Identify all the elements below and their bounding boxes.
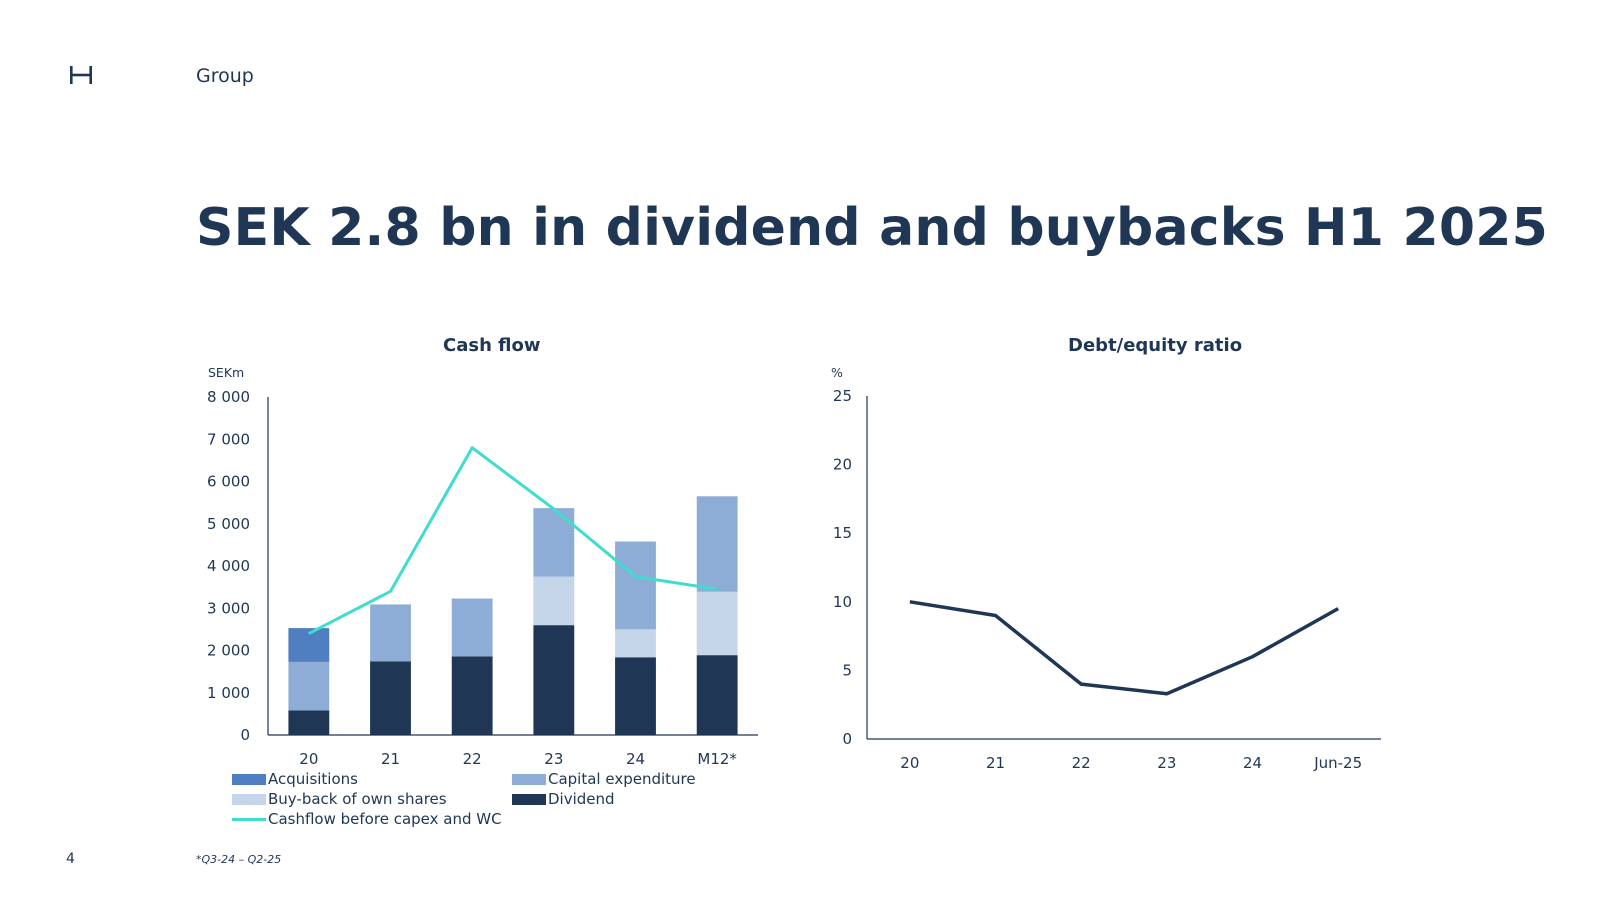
debt-equity-line-series	[909, 600, 1340, 696]
x-tick-label: 24	[626, 750, 645, 768]
legend-swatch-capex	[512, 773, 546, 785]
x-tick-label: 23	[1157, 754, 1176, 772]
legend-item-buyback: Buy-back of own shares	[232, 790, 447, 808]
y-tick-label: 15	[833, 524, 852, 542]
bar-segment	[370, 661, 411, 735]
y-tick-label: 6 000	[207, 473, 250, 491]
footnote: *Q3-24 – Q2-25	[196, 853, 282, 866]
debt-equity-chart-title: Debt/equity ratio	[1068, 335, 1243, 356]
cashflow-line-series	[308, 446, 718, 635]
x-tick-label: 21	[986, 754, 1005, 772]
x-tick-label: 22	[1072, 754, 1091, 772]
legend-label-capex: Capital expenditure	[548, 770, 696, 788]
bar-segment	[696, 591, 738, 656]
bar-segment	[696, 496, 738, 592]
bar-segment	[288, 628, 330, 662]
y-tick-label: 2 000	[207, 642, 250, 660]
debt-equity-unit-label: %	[831, 365, 843, 380]
y-tick-label: 0	[240, 726, 250, 744]
x-tick-label: 21	[381, 750, 400, 768]
slide-title: SEK 2.8 bn in dividend and buybacks H1 2…	[196, 198, 1548, 258]
y-tick-label: 8 000	[207, 388, 250, 406]
cashflow-unit-label: SEKm	[208, 365, 245, 380]
legend-item-capex: Capital expenditure	[512, 770, 696, 788]
legend-label-dividend: Dividend	[548, 790, 615, 808]
legend-swatch-cashflow-line	[232, 817, 266, 821]
bar-segment	[288, 661, 330, 711]
section-label: Group	[196, 65, 254, 87]
y-tick-label: 1 000	[207, 684, 250, 702]
legend-swatch-acquisitions	[232, 773, 266, 785]
legend-label-cashflow-line: Cashflow before capex and WC	[268, 810, 502, 828]
y-tick-label: 7 000	[207, 430, 250, 448]
legend-item-dividend: Dividend	[512, 790, 615, 808]
y-tick-label: 5	[842, 661, 852, 679]
bar-segment	[696, 655, 738, 735]
y-tick-label: 25	[833, 387, 852, 405]
bar-segment	[451, 598, 493, 657]
bar-segment	[370, 604, 411, 662]
legend-swatch-dividend	[512, 793, 546, 805]
x-tick-label: 22	[463, 750, 482, 768]
legend-item-acquisitions: Acquisitions	[232, 770, 358, 788]
legend-label-buyback: Buy-back of own shares	[268, 790, 447, 808]
y-tick-label: 10	[833, 593, 852, 611]
bar-segment	[451, 656, 493, 735]
bar-segment	[615, 657, 656, 735]
x-tick-label: Jun-25	[1313, 754, 1362, 772]
x-tick-label: 24	[1243, 754, 1262, 772]
y-tick-label: 3 000	[207, 599, 250, 617]
bar-segment	[288, 710, 330, 735]
y-tick-label: 0	[842, 730, 852, 748]
bar-segment	[533, 576, 575, 626]
bar-segment	[615, 541, 656, 630]
x-tick-label: 23	[544, 750, 563, 768]
y-tick-label: 5 000	[207, 515, 250, 533]
legend-item-cashflow-line: Cashflow before capex and WC	[232, 810, 502, 828]
y-tick-label: 4 000	[207, 557, 250, 575]
bar-segment	[533, 625, 575, 735]
legend-swatch-buyback	[232, 793, 266, 805]
bar-segment	[615, 629, 656, 658]
cashflow-chart-title: Cash flow	[443, 335, 541, 356]
y-tick-label: 20	[833, 456, 852, 474]
x-tick-label: 20	[299, 750, 318, 768]
company-logo-icon	[70, 66, 92, 84]
page-number: 4	[66, 851, 75, 867]
legend-label-acquisitions: Acquisitions	[268, 770, 358, 788]
x-tick-label: M12*	[697, 750, 737, 768]
x-tick-label: 20	[900, 754, 919, 772]
